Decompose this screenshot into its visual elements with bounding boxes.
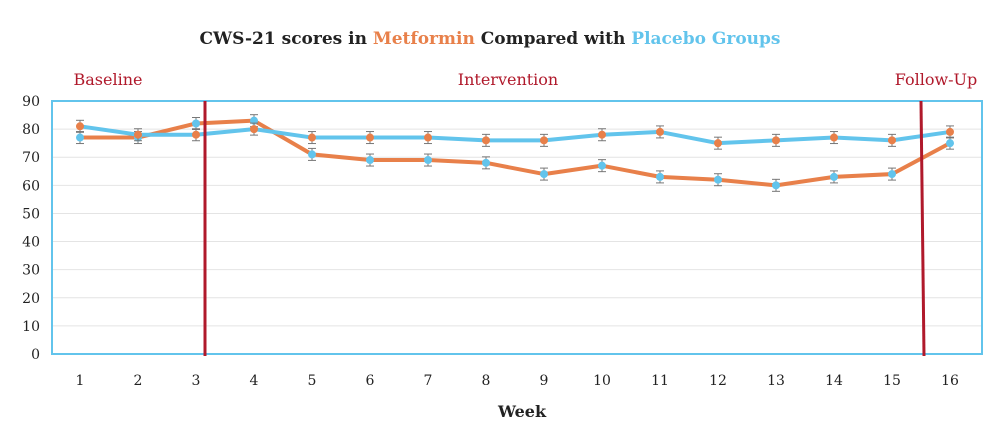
x-tick-label: 1 xyxy=(76,373,85,389)
x-tick-label: 12 xyxy=(709,373,727,389)
x-tick-label: 6 xyxy=(366,373,375,389)
y-tick-label: 0 xyxy=(31,347,40,363)
phase-label-follow-up: Follow-Up xyxy=(895,70,978,89)
data-point-metformin xyxy=(482,156,490,170)
x-tick-label: 8 xyxy=(482,373,491,389)
data-point-metformin xyxy=(656,170,664,184)
x-tick-label: 13 xyxy=(767,373,785,389)
data-point-metformin xyxy=(946,136,954,150)
x-tick-label: 9 xyxy=(540,373,549,389)
x-tick-label: 16 xyxy=(941,373,959,389)
data-point-metformin xyxy=(598,159,606,173)
x-tick-label: 3 xyxy=(192,373,201,389)
y-tick-label: 80 xyxy=(22,122,40,138)
series-line-placebo xyxy=(79,124,951,146)
data-point-metformin xyxy=(366,153,374,167)
y-tick-label: 50 xyxy=(22,206,40,222)
data-point-metformin xyxy=(192,116,200,130)
data-point-metformin xyxy=(540,167,548,181)
chart-title: CWS-21 scores in Metformin Compared with… xyxy=(199,29,780,49)
data-point-placebo xyxy=(424,131,432,145)
x-axis-ticks: 1 2 3 4 5 6 7 8 9 10 11 12 13 14 15 16 xyxy=(76,373,959,389)
data-point-placebo xyxy=(76,119,84,133)
data-point-metformin xyxy=(888,167,896,181)
data-point-placebo xyxy=(250,122,258,136)
y-axis-ticks: 0 10 20 30 40 50 60 70 80 90 xyxy=(22,94,40,363)
x-tick-label: 5 xyxy=(308,373,317,389)
y-tick-label: 10 xyxy=(22,319,40,335)
data-point-metformin xyxy=(830,170,838,184)
data-point-placebo xyxy=(714,136,722,150)
data-point-placebo xyxy=(192,128,200,142)
y-tick-label: 60 xyxy=(22,178,40,194)
y-tick-label: 40 xyxy=(22,235,40,251)
data-point-placebo xyxy=(134,128,142,142)
title-placebo: Placebo Groups xyxy=(631,29,780,49)
data-point-placebo xyxy=(772,133,780,147)
data-point-placebo xyxy=(482,133,490,147)
gridlines xyxy=(52,128,982,327)
plot-frame xyxy=(51,100,983,355)
data-point-placebo xyxy=(540,133,548,147)
phase-dividers xyxy=(203,100,926,357)
title-metformin: Metformin xyxy=(373,29,475,49)
y-tick-label: 70 xyxy=(22,150,40,166)
data-point-placebo xyxy=(656,125,664,139)
x-tick-label: 14 xyxy=(825,373,843,389)
data-point-placebo xyxy=(366,131,374,145)
x-tick-label: 2 xyxy=(134,373,143,389)
series-lines xyxy=(76,114,954,192)
phase-divider-line xyxy=(919,100,926,357)
title-part-1: CWS-21 scores in xyxy=(199,29,372,49)
title-part-2: Compared with xyxy=(475,29,631,49)
data-point-placebo xyxy=(946,125,954,139)
data-point-placebo xyxy=(308,131,316,145)
x-axis-label: Week xyxy=(497,402,547,421)
y-tick-label: 30 xyxy=(22,263,40,279)
y-tick-label: 90 xyxy=(22,94,40,110)
data-point-metformin xyxy=(424,153,432,167)
data-point-placebo xyxy=(598,128,606,142)
x-tick-label: 4 xyxy=(250,373,259,389)
x-tick-label: 10 xyxy=(593,373,611,389)
data-point-metformin xyxy=(714,173,722,187)
data-point-metformin xyxy=(308,147,316,161)
data-point-metformin xyxy=(772,178,780,192)
data-point-placebo xyxy=(888,133,896,147)
phase-label-baseline: Baseline xyxy=(74,70,143,89)
x-tick-label: 11 xyxy=(651,373,669,389)
phase-label-intervention: Intervention xyxy=(458,70,558,89)
x-tick-label: 7 xyxy=(424,373,433,389)
data-point-placebo xyxy=(830,131,838,145)
y-tick-label: 20 xyxy=(22,291,40,307)
data-point-metformin xyxy=(76,131,84,145)
series-line-metformin xyxy=(80,118,951,188)
x-tick-label: 15 xyxy=(883,373,901,389)
